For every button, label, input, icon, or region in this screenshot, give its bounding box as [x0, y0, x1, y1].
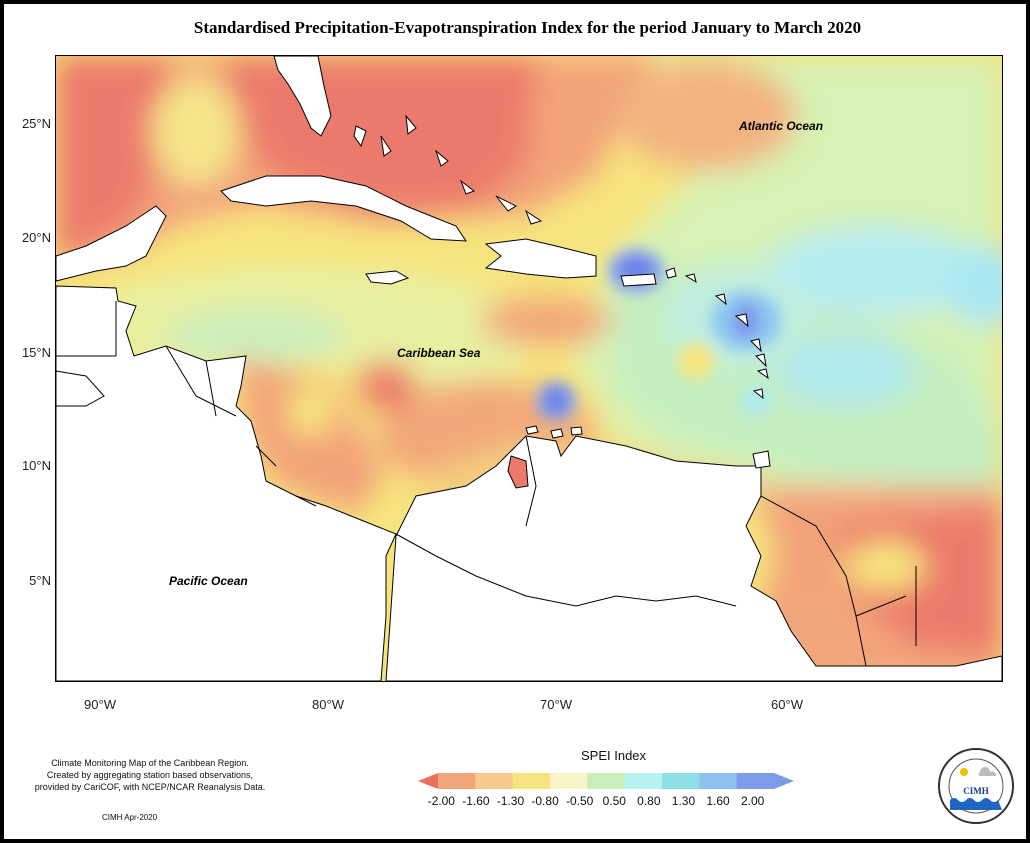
- credit-line-2: Created by aggregating station based obs…: [46, 770, 254, 780]
- map-credits: Climate Monitoring Map of the Caribbean …: [14, 757, 286, 793]
- lat-label-10n: 10°N: [21, 458, 51, 473]
- legend-label: -1.60: [462, 794, 490, 808]
- lon-label-60w: 60°W: [771, 697, 803, 712]
- legend-arrow-dry: [418, 773, 438, 789]
- caribbean-sea-label: Caribbean Sea: [397, 346, 481, 360]
- abc-islands: [525, 425, 583, 439]
- credit-line-3: provided by CariCOF, with NCEP/NCAR Rean…: [34, 782, 266, 792]
- legend-swatch: [662, 773, 700, 789]
- legend-swatch: [550, 773, 588, 789]
- legend-swatch: [587, 773, 626, 789]
- trinidad-island: [752, 450, 771, 469]
- sun-icon: [960, 768, 968, 776]
- atlantic-ocean-label: Atlantic Ocean: [739, 119, 824, 133]
- bahamas-islands: [353, 114, 543, 225]
- legend-label: -0.80: [531, 794, 559, 808]
- hispaniola-island: [484, 238, 597, 279]
- land-masses: [56, 56, 1002, 681]
- cimh-logo: CIMH: [938, 748, 1014, 824]
- legend-swatch: [512, 773, 551, 789]
- pacific-ocean-label: Pacific Ocean: [169, 574, 248, 588]
- legend-swatch: [475, 773, 514, 789]
- puerto-rico-island: [620, 273, 657, 287]
- legend-label: -2.00: [427, 794, 455, 808]
- lake-maracaibo: [507, 455, 529, 489]
- legend-label: -0.50: [565, 794, 594, 808]
- legend-arrow-wet: [774, 773, 794, 789]
- legend-swatch: [699, 773, 738, 789]
- lon-label-90w: 90°W: [84, 697, 116, 712]
- legend-colorbar: [418, 773, 794, 789]
- lat-label-15n: 15°N: [21, 345, 51, 360]
- legend-title: SPEI Index: [581, 748, 647, 763]
- lon-label-80w: 80°W: [312, 697, 344, 712]
- legend-label: 0.50: [602, 794, 626, 808]
- legend-label: 2.00: [740, 794, 765, 808]
- lat-label-25n: 25°N: [21, 116, 51, 131]
- lon-label-70w: 70°W: [540, 697, 572, 712]
- legend-labels: -2.00 -1.60 -1.30 -0.80 -0.50 0.50 0.80 …: [424, 794, 770, 808]
- cloud-icon: [978, 767, 997, 776]
- legend-label: 0.80: [637, 794, 661, 808]
- spei-map-svg: [56, 56, 1002, 681]
- logo-text: CIMH: [963, 786, 989, 796]
- legend-swatch: [736, 773, 775, 789]
- legend-swatch: [624, 773, 663, 789]
- credit-line-1: Climate Monitoring Map of the Caribbean …: [51, 758, 249, 768]
- lat-label-20n: 20°N: [21, 230, 51, 245]
- cuba-island: [220, 175, 467, 242]
- legend-label: -1.30: [496, 794, 525, 808]
- lat-label-5n: 5°N: [29, 573, 51, 588]
- florida-landmass: [273, 56, 332, 137]
- south-america-landmass: [385, 435, 1002, 681]
- country-borders: [56, 301, 917, 667]
- legend-label: 1.60: [706, 794, 730, 808]
- legend-label: 1.30: [671, 794, 696, 808]
- lesser-antilles-islands: [665, 267, 769, 400]
- central-america-landmass: [56, 285, 397, 681]
- yucatan-landmass: [56, 205, 167, 282]
- map-area: [55, 55, 1003, 682]
- legend-swatch: [438, 773, 476, 789]
- map-title: Standardised Precipitation-Evapotranspir…: [193, 18, 862, 37]
- waves-icon: [950, 798, 1002, 810]
- jamaica-island: [365, 270, 410, 285]
- credit-date: CIMH Apr-2020: [102, 813, 158, 822]
